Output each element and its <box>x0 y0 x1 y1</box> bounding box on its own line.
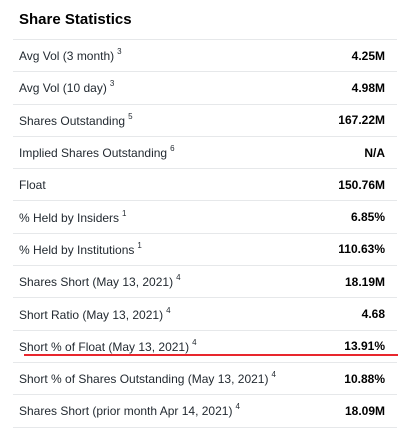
footnote-marker: 5 <box>128 111 133 121</box>
stat-row-held-by-insiders: % Held by Insiders 1 6.85% <box>13 201 397 234</box>
stat-value: N/A <box>364 145 385 160</box>
footnote-marker: 1 <box>122 208 127 218</box>
stat-row-short-percent-of-shares-outstanding: Short % of Shares Outstanding (May 13, 2… <box>13 363 397 396</box>
section-title: Share Statistics <box>13 0 397 40</box>
stat-value: 150.76M <box>338 177 385 192</box>
stat-label: Shares Outstanding 5 <box>19 111 133 128</box>
stat-value: 10.88% <box>344 371 385 386</box>
share-statistics-panel: Share Statistics Avg Vol (3 month) 3 4.25… <box>13 0 397 428</box>
stat-label: % Held by Institutions 1 <box>19 240 142 257</box>
stat-row-shares-short-prior-month: Shares Short (prior month Apr 14, 2021) 4… <box>13 395 397 428</box>
stat-label: Shares Short (prior month Apr 14, 2021) 4 <box>19 402 240 419</box>
footnote-marker: 4 <box>192 337 197 347</box>
stat-label: Shares Short (May 13, 2021) 4 <box>19 273 181 290</box>
footnote-marker: 4 <box>166 305 171 315</box>
stat-value: 110.63% <box>338 242 385 257</box>
stat-row-short-ratio: Short Ratio (May 13, 2021) 4 4.68 <box>13 298 397 331</box>
stat-row-float: Float 150.76M <box>13 169 397 202</box>
footnote-marker: 4 <box>176 273 181 283</box>
stat-row-shares-outstanding: Shares Outstanding 5 167.22M <box>13 105 397 137</box>
stat-value: 13.91% <box>344 339 385 354</box>
red-annotation-line <box>24 354 398 356</box>
stat-value: 18.19M <box>344 274 385 289</box>
stat-row-shares-short: Shares Short (May 13, 2021) 4 18.19M <box>13 266 397 299</box>
footnote-marker: 4 <box>271 370 276 380</box>
footnote-marker: 4 <box>235 402 240 412</box>
stat-row-held-by-institutions: % Held by Institutions 1 110.63% <box>13 234 397 267</box>
footnote-marker: 1 <box>137 240 142 250</box>
stat-label: Float <box>19 177 46 192</box>
stat-row-implied-shares-outstanding: Implied Shares Outstanding 6 N/A <box>13 137 397 170</box>
stat-label: Avg Vol (3 month) 3 <box>19 47 122 64</box>
stat-value: 4.98M <box>351 80 385 95</box>
stat-value: 167.22M <box>338 113 385 128</box>
stat-label: % Held by Insiders 1 <box>19 208 127 225</box>
stat-row-avg-vol-3-month: Avg Vol (3 month) 3 4.25M <box>13 40 397 73</box>
stat-label: Short Ratio (May 13, 2021) 4 <box>19 305 171 322</box>
stat-row-short-percent-of-float: Short % of Float (May 13, 2021) 4 13.91% <box>13 331 397 363</box>
stat-value: 6.85% <box>350 210 385 225</box>
stat-value: 4.68 <box>361 307 385 322</box>
stat-value: 18.09M <box>344 403 385 418</box>
footnote-marker: 6 <box>170 144 175 154</box>
stat-label: Short % of Float (May 13, 2021) 4 <box>19 337 197 354</box>
stat-value: 4.25M <box>351 48 385 63</box>
footnote-marker: 3 <box>117 47 122 57</box>
stat-label: Avg Vol (10 day) 3 <box>19 79 115 96</box>
footnote-marker: 3 <box>109 79 115 89</box>
stat-label: Implied Shares Outstanding 6 <box>19 144 175 161</box>
stat-row-avg-vol-10-day: Avg Vol (10 day) 3 4.98M <box>13 72 397 105</box>
stat-label: Short % of Shares Outstanding (May 13, 2… <box>19 370 276 387</box>
